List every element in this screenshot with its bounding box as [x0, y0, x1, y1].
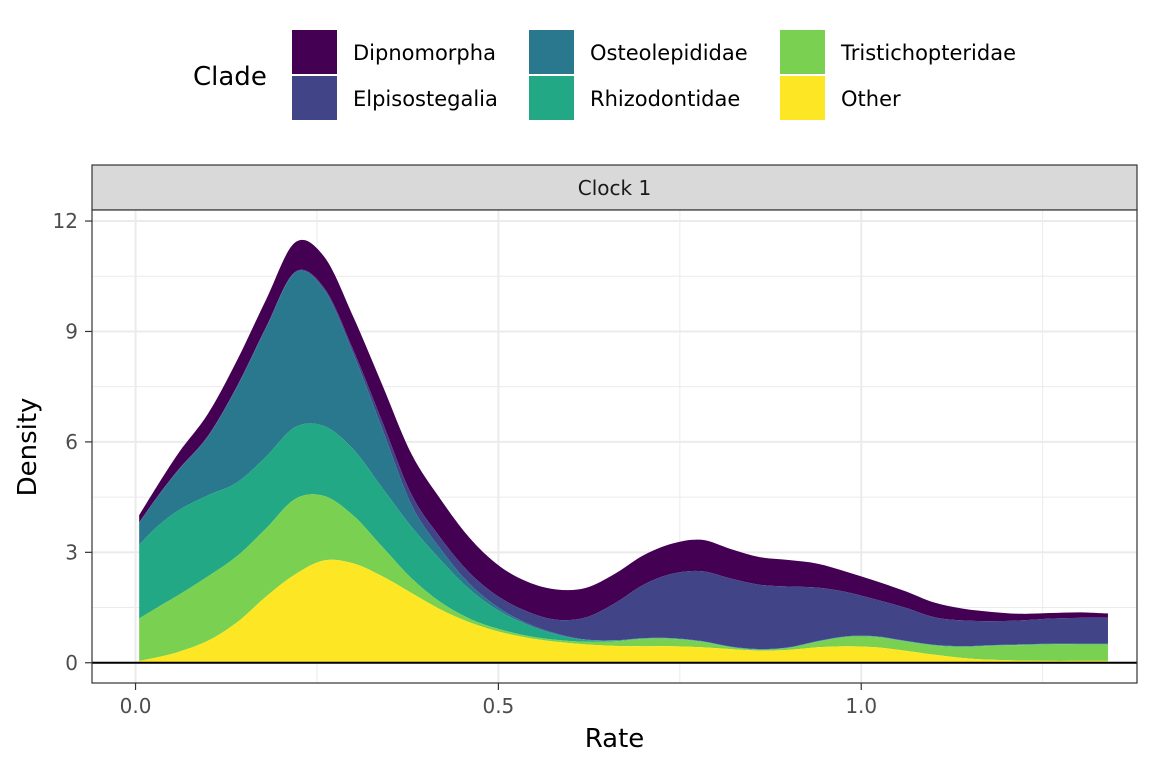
legend: Clade Dipnomorpha Elpisostegalia Osteolepi…	[193, 30, 1016, 120]
y-tick-label: 12	[53, 209, 78, 233]
facet-strip-background	[91, 164, 1138, 211]
y-tick-label: 0	[65, 651, 78, 675]
legend-title: Clade	[193, 62, 267, 92]
panel-border	[91, 209, 1138, 684]
legend-label-dipnomorpha: Dipnomorpha	[353, 41, 496, 65]
legend-label-other: Other	[841, 87, 901, 111]
plot-panel	[91, 209, 1138, 684]
legend-key-elpisostegalia	[292, 76, 337, 120]
legend-items: Dipnomorpha Elpisostegalia Osteolepididae R…	[292, 30, 1016, 120]
x-axis: 0.0 0.5 1.0	[120, 683, 877, 718]
y-axis-title: Density	[13, 398, 43, 497]
legend-key-dipnomorpha	[292, 30, 337, 74]
density-areas	[139, 239, 1108, 663]
y-tick-label: 3	[65, 540, 78, 564]
x-tick-label: 1.0	[845, 694, 877, 718]
y-tick-label: 6	[65, 430, 78, 454]
legend-label-rhizodontidae: Rhizodontidae	[590, 87, 740, 111]
legend-label-tristichopteridae: Tristichopteridae	[840, 41, 1016, 65]
facet-strip: Clock 1	[91, 164, 1138, 211]
x-tick-label: 0.0	[120, 694, 152, 718]
y-axis: 0 3 6 9 12	[53, 209, 92, 675]
legend-key-osteolepididae	[529, 30, 574, 74]
x-axis-title: Rate	[585, 724, 645, 754]
legend-key-other	[780, 76, 825, 120]
legend-label-elpisostegalia: Elpisostegalia	[353, 87, 498, 111]
y-tick-label: 9	[65, 319, 78, 343]
legend-label-osteolepididae: Osteolepididae	[590, 41, 748, 65]
legend-key-tristichopteridae	[780, 30, 825, 74]
x-tick-label: 0.5	[482, 694, 514, 718]
facet-strip-label: Clock 1	[578, 176, 651, 200]
legend-key-rhizodontidae	[529, 76, 574, 120]
area-other	[139, 559, 1108, 663]
